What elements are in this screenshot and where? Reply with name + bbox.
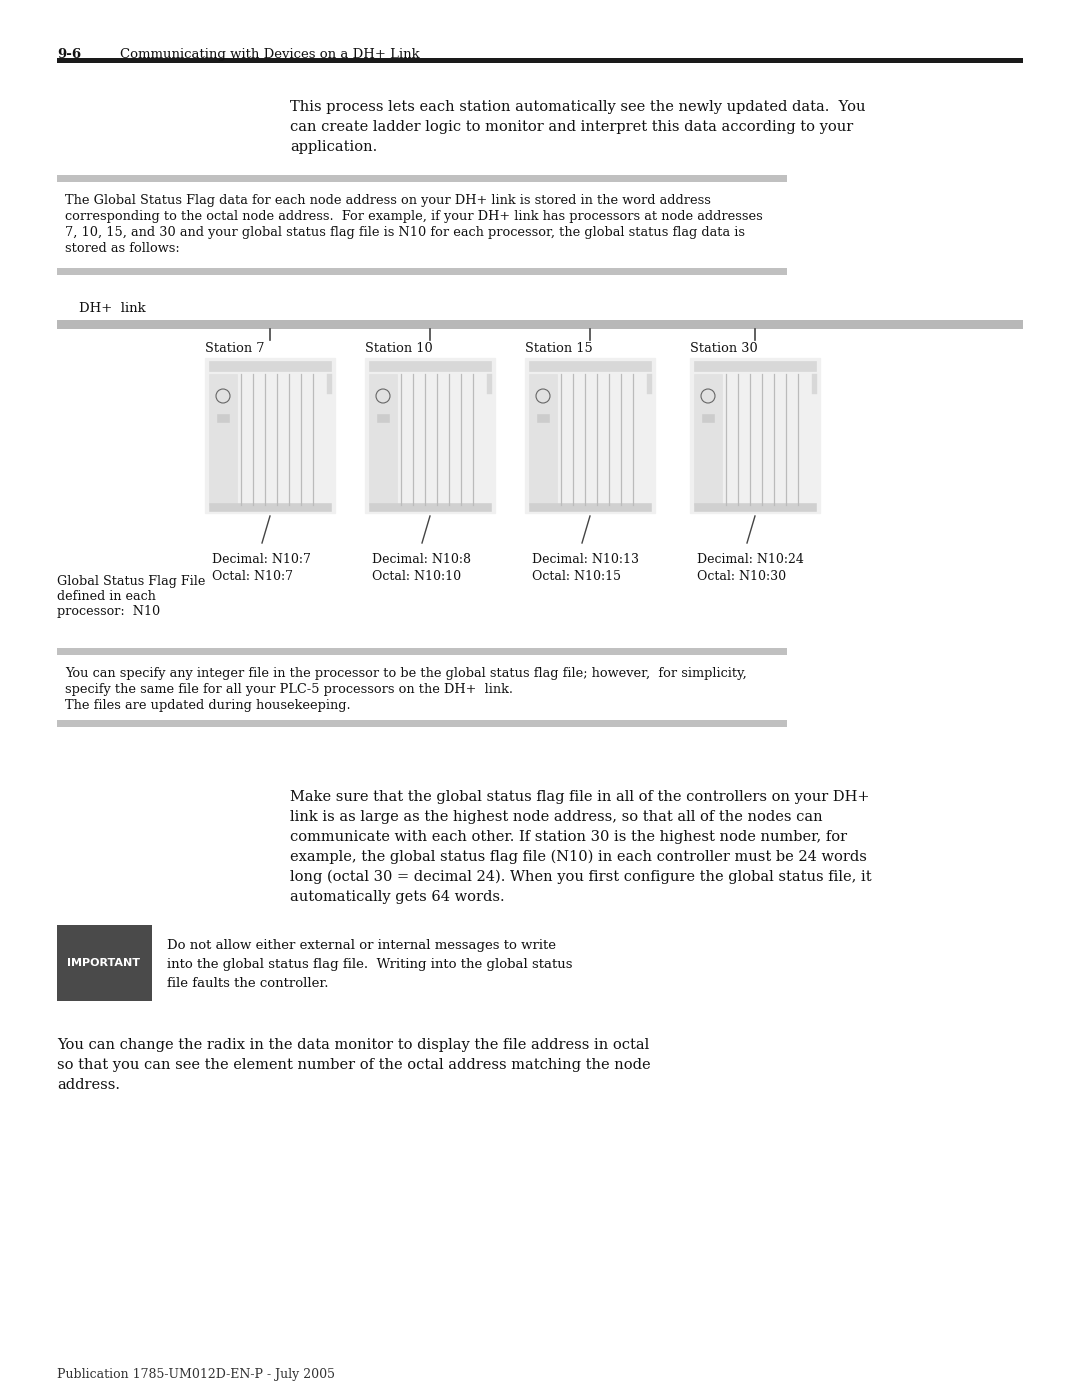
Bar — [210, 360, 330, 372]
Text: Octal: N10:10: Octal: N10:10 — [372, 570, 461, 583]
Text: file faults the controller.: file faults the controller. — [167, 977, 328, 990]
Bar — [365, 358, 495, 513]
Bar — [647, 374, 652, 394]
Text: automatically gets 64 words.: automatically gets 64 words. — [291, 890, 504, 904]
Text: Decimal: N10:24: Decimal: N10:24 — [697, 553, 804, 566]
Text: communicate with each other. If station 30 is the highest node number, for: communicate with each other. If station … — [291, 830, 847, 844]
Text: corresponding to the octal node address.  For example, if your DH+ link has proc: corresponding to the octal node address.… — [65, 210, 762, 224]
Bar — [57, 320, 1023, 330]
Bar — [369, 503, 491, 511]
Text: Decimal: N10:8: Decimal: N10:8 — [372, 553, 471, 566]
Text: address.: address. — [57, 1078, 120, 1092]
Bar — [327, 374, 332, 394]
Text: Make sure that the global status flag file in all of the controllers on your DH+: Make sure that the global status flag fi… — [291, 789, 869, 805]
Text: long (octal 30 = decimal 24). When you first configure the global status file, i: long (octal 30 = decimal 24). When you f… — [291, 870, 872, 884]
Bar — [529, 374, 557, 504]
Text: processor:  N10: processor: N10 — [57, 605, 160, 617]
Bar — [57, 175, 787, 182]
Text: You can change the radix in the data monitor to display the file address in octa: You can change the radix in the data mon… — [57, 1038, 649, 1052]
Bar — [210, 503, 330, 511]
Text: Do not allow either external or internal messages to write: Do not allow either external or internal… — [167, 939, 556, 951]
Text: specify the same file for all your PLC-5 processors on the DH+  link.: specify the same file for all your PLC-5… — [65, 683, 513, 696]
Text: Communicating with Devices on a DH+ Link: Communicating with Devices on a DH+ Link — [120, 47, 420, 61]
Bar — [205, 543, 320, 592]
Bar — [690, 358, 820, 513]
Text: link is as large as the highest node address, so that all of the nodes can: link is as large as the highest node add… — [291, 810, 823, 824]
Text: IMPORTANT: IMPORTANT — [67, 958, 140, 968]
Text: Decimal: N10:13: Decimal: N10:13 — [532, 553, 639, 566]
Text: The files are updated during housekeeping.: The files are updated during housekeepin… — [65, 698, 351, 712]
Bar — [529, 503, 651, 511]
Text: Global Status Flag File: Global Status Flag File — [57, 576, 205, 588]
Text: Octal: N10:15: Octal: N10:15 — [532, 570, 621, 583]
Bar — [57, 719, 787, 726]
Text: You can specify any integer file in the processor to be the global status flag f: You can specify any integer file in the … — [65, 666, 746, 680]
Bar — [529, 360, 651, 372]
Bar — [537, 414, 549, 422]
Text: Station 10: Station 10 — [365, 342, 433, 355]
Text: example, the global status flag file (N10) in each controller must be 24 words: example, the global status flag file (N1… — [291, 849, 867, 865]
Text: DH+  link: DH+ link — [79, 302, 146, 314]
Bar — [690, 543, 805, 592]
Text: Station 7: Station 7 — [205, 342, 265, 355]
Bar — [369, 360, 491, 372]
Bar — [377, 414, 389, 422]
Bar — [812, 374, 816, 394]
Text: Publication 1785-UM012D-EN-P - July 2005: Publication 1785-UM012D-EN-P - July 2005 — [57, 1368, 335, 1382]
Text: stored as follows:: stored as follows: — [65, 242, 179, 256]
Bar — [210, 374, 237, 504]
Bar — [487, 374, 492, 394]
Bar — [217, 414, 229, 422]
Bar — [57, 648, 787, 655]
Text: Octal: N10:30: Octal: N10:30 — [697, 570, 786, 583]
Text: so that you can see the element number of the octal address matching the node: so that you can see the element number o… — [57, 1058, 650, 1071]
Bar — [57, 59, 1023, 63]
Bar — [205, 358, 335, 513]
Text: into the global status flag file.  Writing into the global status: into the global status flag file. Writin… — [167, 958, 572, 971]
Bar — [525, 358, 654, 513]
Bar — [694, 503, 816, 511]
Bar — [57, 925, 1023, 1002]
Text: This process lets each station automatically see the newly updated data.  You: This process lets each station automatic… — [291, 101, 865, 115]
Text: Octal: N10:7: Octal: N10:7 — [212, 570, 293, 583]
Text: Station 30: Station 30 — [690, 342, 758, 355]
Text: 9-6: 9-6 — [57, 47, 81, 61]
Text: defined in each: defined in each — [57, 590, 156, 604]
Text: The Global Status Flag data for each node address on your DH+ link is stored in : The Global Status Flag data for each nod… — [65, 194, 711, 207]
Text: Decimal: N10:7: Decimal: N10:7 — [212, 553, 311, 566]
Bar — [369, 374, 397, 504]
Bar — [57, 925, 152, 1002]
Text: 7, 10, 15, and 30 and your global status flag file is N10 for each processor, th: 7, 10, 15, and 30 and your global status… — [65, 226, 745, 239]
Text: can create ladder logic to monitor and interpret this data according to your: can create ladder logic to monitor and i… — [291, 120, 853, 134]
Bar — [365, 543, 480, 592]
Bar — [694, 374, 723, 504]
Bar — [57, 268, 787, 275]
Text: application.: application. — [291, 140, 377, 154]
Text: Station 15: Station 15 — [525, 342, 593, 355]
Bar — [694, 360, 816, 372]
Bar — [525, 543, 640, 592]
Bar — [702, 414, 714, 422]
